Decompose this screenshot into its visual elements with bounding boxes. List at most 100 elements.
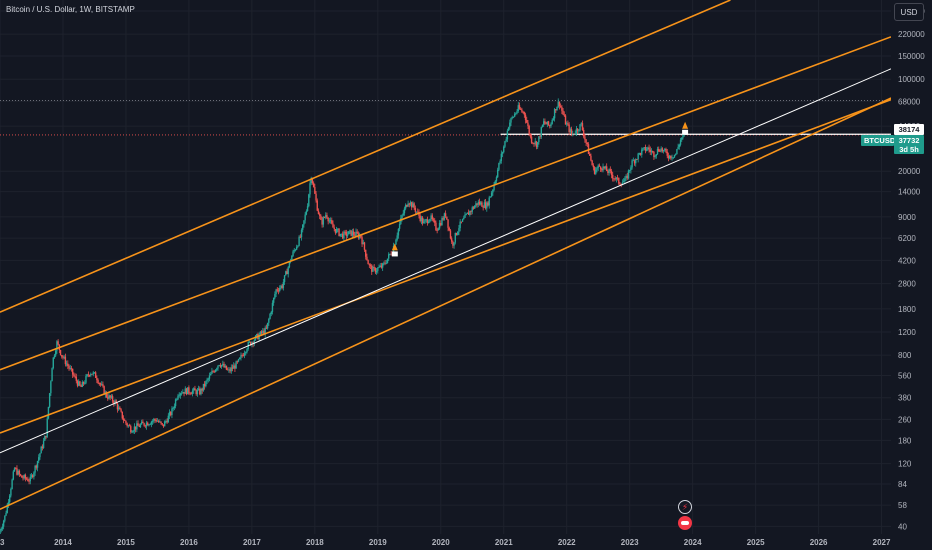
candle-body [664,148,666,151]
candle-body [373,267,375,269]
candle-body [605,166,608,172]
candle-body [212,371,214,373]
candle-body [626,175,628,179]
candle-body [237,359,240,362]
candle-body [87,374,90,376]
candle-body [265,327,268,329]
candle-body [337,228,339,230]
candle-body [241,355,243,356]
candle-body [397,228,400,236]
candle-body [295,246,298,250]
candle-body [348,231,350,235]
candle-body [259,331,262,335]
currency-button[interactable]: USD [894,3,924,21]
candle-body [576,128,579,132]
candle-body [132,430,134,433]
marker-2024-label [682,129,689,135]
candle-body [528,125,530,134]
candle-body [484,202,487,209]
lightning-icon[interactable]: ⚡ [678,500,692,514]
candle-body [632,160,635,162]
candle-body [168,412,171,416]
candle-body [264,327,266,335]
candle-body [222,363,224,365]
candle-body [115,400,117,404]
candle-body [153,419,155,421]
candle-body [570,129,573,134]
candle-body [642,148,644,150]
candle-body [84,382,86,384]
candle-body [239,357,241,360]
candle-body [415,211,418,213]
candle-body [521,109,523,112]
candle-body [320,215,322,220]
candle-body [91,373,93,375]
candle-body [214,369,217,373]
candle-body [194,388,196,391]
candle-body [0,530,1,534]
candle-body [578,130,580,132]
y-tick-label: 2800 [898,280,916,289]
candle-body [481,202,483,207]
candle-body [590,155,592,161]
candle-body [465,213,467,215]
candle-body [568,124,570,133]
candle-body [682,134,684,138]
candle-body [459,221,461,229]
candle-body [589,153,591,156]
candle-body [39,453,41,458]
candle-body [125,420,127,424]
candle-body [582,130,585,137]
candle-body [124,420,126,422]
candle-body [94,372,97,378]
candle-body [388,254,390,259]
candle-body [647,147,649,150]
candle-body [140,421,143,425]
y-tick-label: 4200 [898,256,916,265]
marker-2019-label [391,251,398,257]
y-tick-label: 380 [898,394,912,403]
candle-body [329,220,332,221]
candle-body [24,475,27,479]
candle-body [615,177,618,180]
candle-body [71,368,74,375]
candle-body [236,361,239,363]
candle-body [529,133,532,137]
candle-body [148,424,150,426]
y-tick-label: 120 [898,460,912,469]
candle-body [476,203,478,205]
candle-body [1,526,4,529]
candle-body [78,381,80,386]
candle-body [389,253,391,255]
candle-body [441,218,443,226]
candle-body [133,426,136,431]
flag-icon[interactable] [678,516,692,530]
candle-body [86,374,88,377]
candle-body [105,392,108,397]
candle-body [573,133,575,135]
candle-body [314,186,316,194]
candle-body [38,457,40,461]
candle-body [161,423,163,425]
candle-body [639,152,642,155]
candle-body [202,383,205,391]
candle-body [120,409,122,412]
candle-body [42,440,45,449]
candle-body [233,365,235,369]
candle-body [114,400,116,404]
candle-body [137,423,139,426]
candle-body [65,363,68,365]
candle-body [483,202,486,208]
candle-body [363,242,366,250]
candle-body [76,380,79,386]
candle-body [248,341,251,343]
x-tick-label: 2021 [495,538,513,547]
candle-body [108,395,110,399]
candle-body [386,258,389,264]
candle-body [4,515,6,521]
candle-body [644,147,647,151]
candle-body [381,263,384,268]
candle-body [471,207,473,212]
candle-body [113,401,115,404]
